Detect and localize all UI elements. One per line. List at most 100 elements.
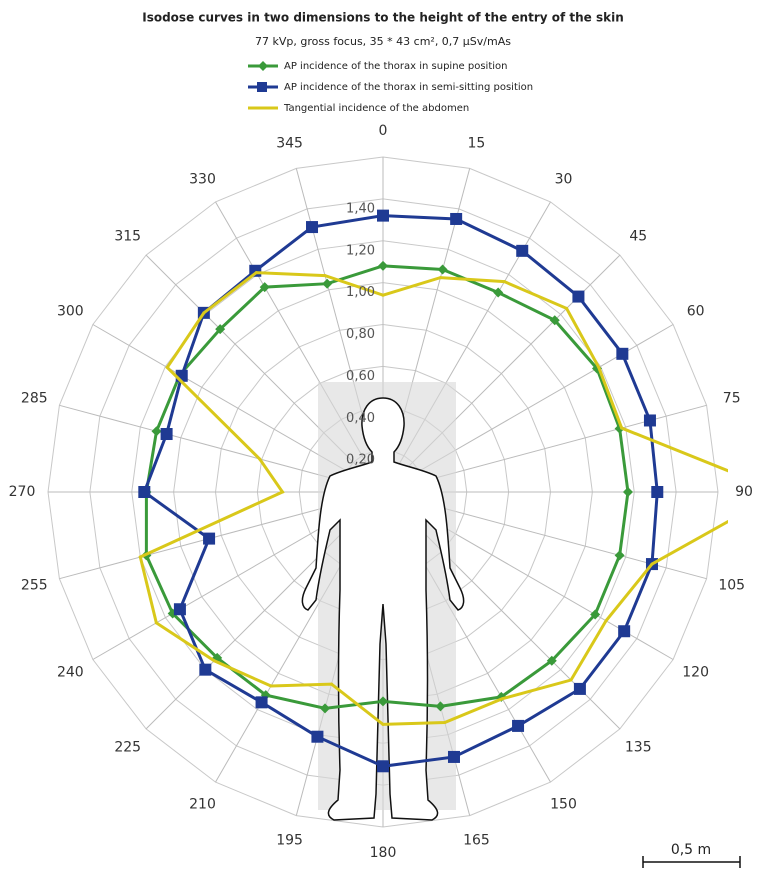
category-label: 0: [379, 123, 388, 139]
category-label: 345: [276, 135, 303, 151]
data-point: [573, 682, 586, 695]
data-point: [254, 271, 258, 275]
legend-marker: [258, 61, 268, 71]
radial-tick-label: 1,20: [346, 243, 375, 258]
data-point: [546, 655, 557, 666]
category-label: 210: [189, 797, 216, 813]
data-point: [258, 457, 262, 461]
legend: AP incidence of the thorax in supine pos…: [248, 61, 533, 114]
data-point: [377, 760, 389, 773]
data-point: [138, 486, 151, 498]
data-point: [138, 555, 142, 559]
category-label: 315: [114, 229, 141, 245]
legend-label: Tangential incidence of the abdomen: [283, 103, 469, 114]
category-label: 195: [276, 833, 303, 849]
data-point: [151, 426, 162, 437]
data-point: [377, 209, 389, 222]
legend-label: AP incidence of the thorax in supine pos…: [284, 61, 507, 72]
radial-tick-label: 0,80: [346, 327, 375, 342]
data-point: [500, 697, 504, 701]
data-point: [203, 532, 216, 545]
data-point: [173, 603, 186, 616]
radial-tick-label: 1,00: [346, 285, 375, 300]
data-point: [381, 722, 385, 726]
data-point: [281, 490, 284, 494]
data-point: [381, 293, 385, 297]
category-label: 165: [463, 833, 490, 849]
data-point: [330, 682, 334, 686]
data-point: [202, 311, 206, 315]
data-point: [643, 414, 656, 427]
data-point: [269, 684, 273, 688]
data-point: [160, 428, 173, 441]
data-point: [443, 721, 447, 725]
data-point: [493, 287, 504, 298]
data-point: [438, 276, 442, 280]
legend-label: AP incidence of the thorax in semi-sitti…: [284, 82, 533, 93]
data-point: [512, 719, 525, 732]
category-label: 90: [735, 484, 753, 500]
data-point: [614, 550, 625, 561]
category-label: 75: [723, 391, 741, 407]
data-point: [450, 212, 463, 225]
category-label: 15: [468, 135, 486, 151]
data-point: [437, 264, 448, 275]
human-figure: [301, 382, 465, 821]
data-point: [604, 619, 608, 623]
legend-marker: [257, 82, 267, 92]
data-point: [447, 750, 460, 763]
data-point: [597, 365, 601, 369]
category-label: 300: [57, 304, 84, 320]
category-label: 105: [718, 577, 745, 593]
scale-label: 0,5 m: [671, 842, 711, 858]
data-point: [590, 609, 601, 620]
data-point: [651, 486, 664, 498]
data-point: [616, 347, 629, 360]
category-label: 225: [114, 739, 141, 755]
category-label: 270: [9, 484, 36, 500]
data-point: [154, 621, 158, 625]
category-label: 150: [550, 797, 577, 813]
data-point: [259, 282, 270, 293]
data-point: [311, 730, 324, 743]
radial-tick-label: 1,40: [346, 201, 375, 216]
plot-series: [138, 209, 728, 773]
data-point: [620, 426, 624, 430]
category-label: 330: [189, 171, 216, 187]
data-point: [618, 625, 631, 638]
data-point: [199, 663, 212, 676]
data-point: [378, 696, 388, 707]
data-point: [572, 290, 585, 303]
category-label: 120: [682, 665, 709, 681]
radial-tick-label: 0,40: [346, 411, 375, 426]
chart-title: Isodose curves in two dimensions to the …: [142, 11, 624, 25]
data-point: [569, 678, 573, 682]
radial-tick-label: 0,20: [346, 453, 375, 468]
data-point: [378, 260, 388, 271]
category-label: 30: [555, 171, 573, 187]
data-point: [165, 365, 169, 369]
data-point: [255, 696, 268, 709]
data-point: [320, 703, 331, 714]
radial-tick-label: 0,60: [346, 369, 375, 384]
chart-subtitle: 77 kVp, gross focus, 35 * 43 cm², 0,7 µS…: [255, 35, 511, 48]
data-point: [502, 280, 506, 284]
category-label: 255: [21, 577, 48, 593]
data-point: [650, 562, 654, 566]
data-point: [549, 315, 560, 326]
category-label: 180: [370, 845, 397, 861]
data-point: [322, 278, 333, 289]
data-point: [565, 306, 569, 310]
axis-labels: 0 15 30 45 60 75 90 105 120 135 150 165 180 195 210 225…: [9, 123, 753, 861]
category-label: 135: [625, 739, 652, 755]
data-point: [435, 701, 446, 712]
category-label: 240: [57, 665, 84, 681]
data-point: [212, 659, 216, 663]
data-point: [215, 324, 226, 335]
data-point: [516, 244, 529, 257]
category-label: 285: [21, 391, 48, 407]
data-point: [323, 274, 327, 278]
data-point: [622, 487, 633, 497]
data-point: [306, 221, 319, 234]
